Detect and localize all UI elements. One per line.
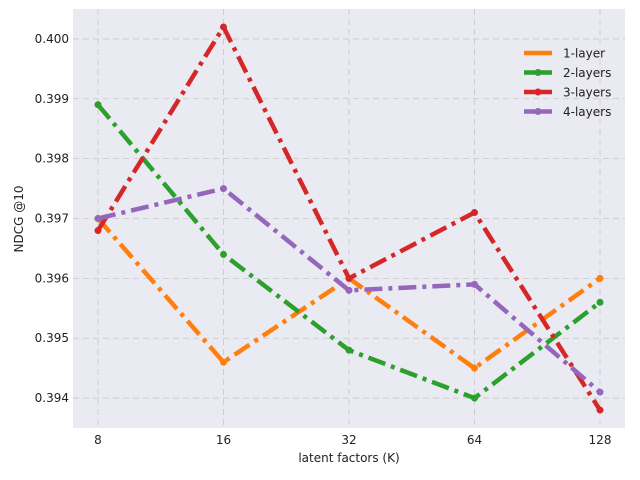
legend-marker	[534, 69, 542, 76]
x-tick-label: 32	[341, 433, 356, 447]
data-point	[220, 23, 227, 31]
x-tick-label: 16	[216, 433, 231, 447]
data-point	[345, 274, 353, 282]
legend: 1-layer 2-layers 3-layers 4-layers	[524, 47, 611, 119]
data-point	[220, 358, 227, 366]
x-tick-label: 64	[467, 433, 482, 447]
data-point	[94, 215, 102, 222]
legend-label: 3-layers	[563, 86, 611, 100]
data-point	[471, 364, 478, 372]
y-tick-label: 0.399	[35, 92, 69, 106]
data-point	[345, 346, 353, 354]
series-layer	[94, 23, 604, 414]
data-point	[471, 280, 478, 288]
data-point	[596, 388, 604, 396]
legend-marker	[534, 108, 542, 115]
legend-marker	[534, 88, 542, 96]
data-point	[596, 406, 604, 414]
y-tick-label: 0.398	[35, 152, 69, 166]
y-tick-label: 0.397	[35, 212, 69, 226]
legend-label: 4-layers	[563, 105, 611, 119]
data-point	[471, 209, 478, 217]
data-point	[596, 274, 604, 282]
x-tick-label: 128	[589, 433, 612, 447]
x-axis-label: latent factors (K)	[298, 451, 399, 465]
data-point	[94, 226, 102, 234]
data-point	[94, 101, 102, 109]
x-axis-ticks: 8 16 32 64 128	[94, 433, 611, 447]
data-point	[220, 185, 227, 193]
x-tick-label: 8	[94, 433, 102, 447]
legend-label: 2-layers	[563, 66, 611, 80]
data-point	[471, 394, 478, 402]
y-tick-label: 0.394	[35, 391, 69, 405]
y-tick-label: 0.395	[35, 331, 69, 345]
y-axis-label: NDCG @10	[12, 186, 26, 253]
y-tick-label: 0.400	[35, 32, 69, 46]
data-point	[220, 250, 227, 258]
data-point	[596, 298, 604, 306]
y-tick-label: 0.396	[35, 271, 69, 285]
legend-label: 1-layer	[563, 47, 605, 61]
data-point	[345, 286, 353, 294]
y-axis-ticks: 0.394 0.395 0.396 0.397 0.398 0.399 0.400	[35, 32, 69, 405]
